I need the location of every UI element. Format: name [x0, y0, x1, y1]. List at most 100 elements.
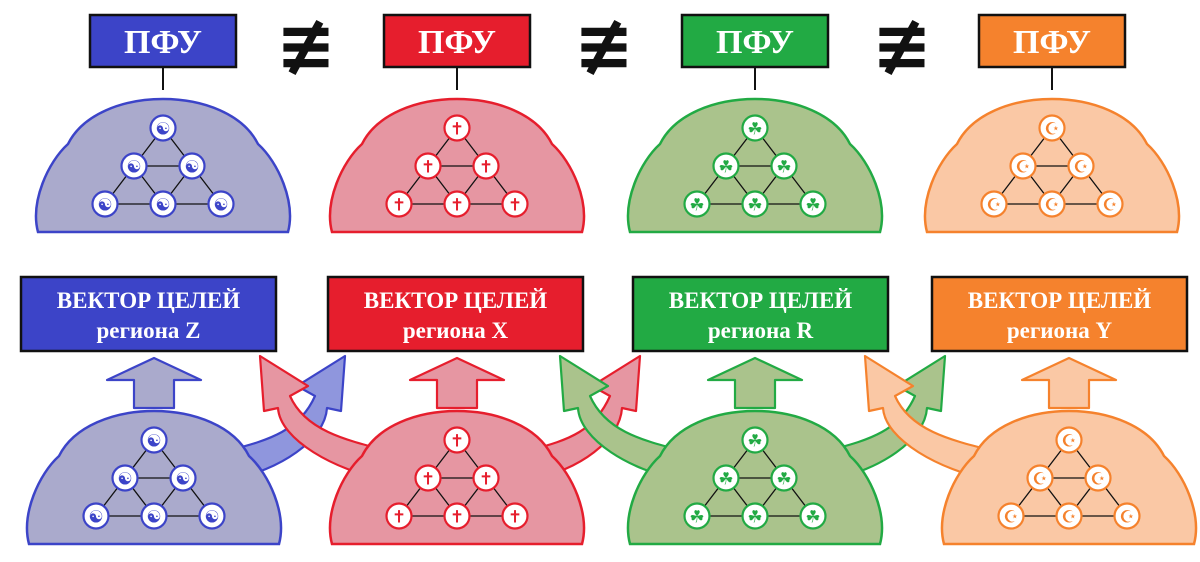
top-r-node: ☘ — [741, 190, 769, 218]
top-x-node: ✝ — [472, 152, 500, 180]
vector-line1: ВЕКТОР ЦЕЛЕЙ — [968, 288, 1151, 313]
bottom-group-y: ☪ ☪ ☪ ☪ ☪ ☪ ВЕКТОР ЦЕЛЕЙ региона Y — [930, 275, 1198, 546]
top-z-node: ☯ — [178, 152, 206, 180]
triquetra-icon: ☘ — [718, 470, 733, 490]
bottom-r-node-circle — [741, 502, 769, 530]
top-x-node: ✝ — [443, 190, 471, 218]
bottom-r-node: ☘ — [770, 464, 798, 492]
top-z-node: ☯ — [149, 114, 177, 142]
top-y-node: ☪ — [980, 190, 1008, 218]
bottom-x-node-circle — [443, 426, 471, 454]
pfu-label: ПФУ — [418, 24, 496, 61]
bottom-r-node: ☘ — [741, 426, 769, 454]
bottom-r-node-circle — [770, 464, 798, 492]
triquetra-icon: ☘ — [747, 196, 762, 216]
crescent-star-icon: ☪ — [1044, 196, 1059, 216]
pfu-label: ПФУ — [124, 24, 202, 61]
bottom-r-node: ☘ — [712, 464, 740, 492]
bottom-r-node-circle — [741, 426, 769, 454]
top-r-node: ☘ — [799, 190, 827, 218]
top-r-node-circle — [712, 152, 740, 180]
bottom-z-node: ☯ — [198, 502, 226, 530]
bottom-x-node-circle — [501, 502, 529, 530]
crescent-star-icon: ☪ — [1090, 470, 1105, 490]
vector-box-r — [631, 275, 890, 353]
bottom-x-node-circle — [443, 502, 471, 530]
top-y-node: ☪ — [1009, 152, 1037, 180]
bottom-z-node: ☯ — [140, 502, 168, 530]
top-z-node-circle — [91, 190, 119, 218]
bottom-y-node: ☪ — [997, 502, 1025, 530]
yin-yang-icon: ☯ — [213, 196, 228, 216]
triquetra-icon: ☘ — [747, 508, 762, 528]
pfu-label: ПФУ — [716, 24, 794, 61]
bottom-y-node-circle — [997, 502, 1025, 530]
bottom-x-node-circle — [385, 502, 413, 530]
top-y-node: ☪ — [1067, 152, 1095, 180]
bottom-z-node-circle — [82, 502, 110, 530]
cross-icon: ✝ — [421, 470, 435, 490]
bottom-y-node: ☪ — [1084, 464, 1112, 492]
crescent-star-icon: ☪ — [1032, 470, 1047, 490]
bottom-r-node: ☘ — [741, 502, 769, 530]
up-arrow-z — [105, 356, 203, 410]
crescent-star-icon: ☪ — [986, 196, 1001, 216]
yin-yang-icon: ☯ — [117, 470, 132, 490]
bottom-r-node-circle — [683, 502, 711, 530]
bottom-y-node: ☪ — [1113, 502, 1141, 530]
bottom-x-node: ✝ — [501, 502, 529, 530]
bottom-x-node: ✝ — [472, 464, 500, 492]
top-x-node-circle — [385, 190, 413, 218]
cross-icon: ✝ — [450, 432, 464, 452]
cross-icon: ✝ — [450, 508, 464, 528]
yin-yang-icon: ☯ — [155, 120, 170, 140]
top-x-node-circle — [501, 190, 529, 218]
vector-line1: ВЕКТОР ЦЕЛЕЙ — [57, 288, 240, 313]
bottom-x-node: ✝ — [414, 464, 442, 492]
cross-icon: ✝ — [450, 196, 464, 216]
top-r-node-circle — [683, 190, 711, 218]
triquetra-icon: ☘ — [747, 120, 762, 140]
side-arrow-x-to-r — [528, 354, 642, 482]
top-y-node: ☪ — [1038, 190, 1066, 218]
top-y-node-circle — [1038, 190, 1066, 218]
top-z-node-circle — [149, 114, 177, 142]
not-equal-icon: ≢ — [574, 3, 634, 87]
triquetra-icon: ☘ — [689, 196, 704, 216]
top-x-node: ✝ — [385, 190, 413, 218]
vector-box-y — [930, 275, 1189, 353]
top-r-node: ☘ — [770, 152, 798, 180]
vector-line2-z: региона Z — [96, 318, 200, 343]
yin-yang-icon: ☯ — [146, 432, 161, 452]
cross-icon: ✝ — [421, 158, 435, 178]
top-group-r: ПФУ ☘ ☘ ☘ ☘ ☘ ☘ — [626, 13, 884, 234]
top-y-node-circle — [1096, 190, 1124, 218]
up-arrow-y — [1020, 356, 1118, 410]
crescent-star-icon: ☪ — [1102, 196, 1117, 216]
vector-box-z — [19, 275, 278, 353]
crescent-star-icon: ☪ — [1044, 120, 1059, 140]
top-r-node: ☘ — [712, 152, 740, 180]
yin-yang-icon: ☯ — [88, 508, 103, 528]
side-arrow-r-to-x — [558, 354, 682, 482]
bottom-r-node: ☘ — [799, 502, 827, 530]
bottom-group-z: ☯ ☯ ☯ ☯ ☯ ☯ ВЕКТОР ЦЕЛЕЙ региона Z — [19, 275, 283, 546]
bottom-group-x: ✝ ✝ ✝ ✝ ✝ ✝ ВЕКТОР ЦЕЛЕЙ региона X — [326, 275, 586, 546]
side-arrow-x-to-z — [258, 354, 387, 482]
cross-icon: ✝ — [508, 196, 522, 216]
bottom-x-node-circle — [472, 464, 500, 492]
top-y-node: ☪ — [1038, 114, 1066, 142]
cross-icon: ✝ — [392, 196, 406, 216]
vector-line1: ВЕКТОР ЦЕЛЕЙ — [669, 288, 852, 313]
vector-line2-x: региона X — [403, 318, 509, 343]
bottom-y-node: ☪ — [1026, 464, 1054, 492]
crescent-star-icon: ☪ — [1061, 508, 1076, 528]
top-y-node-circle — [1067, 152, 1095, 180]
top-x-node-circle — [443, 190, 471, 218]
yin-yang-icon: ☯ — [175, 470, 190, 490]
top-x-node: ✝ — [414, 152, 442, 180]
bottom-r-node-circle — [799, 502, 827, 530]
bottom-y-node-circle — [1055, 426, 1083, 454]
not-equal-icon: ≢ — [276, 3, 336, 87]
crescent-star-icon: ☪ — [1061, 432, 1076, 452]
